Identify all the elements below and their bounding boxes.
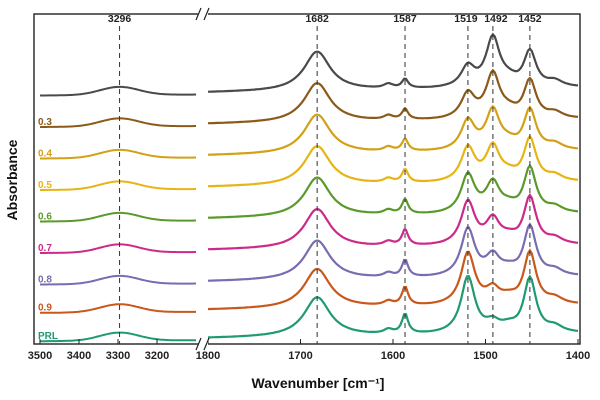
series-line-seg1	[40, 211, 196, 223]
peak-label-1682: 1682	[305, 13, 329, 25]
series-label-0.8: 0.8	[38, 274, 52, 285]
series-line-seg1	[40, 85, 196, 97]
series-label-PRL: PRL	[38, 331, 58, 342]
x-tick-label: 1700	[288, 350, 312, 362]
peak-label-1452: 1452	[518, 13, 542, 25]
x-tick-label: 1800	[196, 350, 220, 362]
series-line-seg2	[208, 193, 579, 251]
x-tick-label: 1600	[381, 350, 405, 362]
series-label-0.4: 0.4	[38, 148, 52, 159]
series-line-seg1	[40, 148, 196, 160]
series-line-seg2	[208, 68, 579, 125]
series-line-seg2	[207, 248, 579, 311]
x-tick-label: 1400	[566, 350, 590, 362]
x-tick-label: 1500	[473, 350, 497, 362]
y-axis-title: Absorbance	[4, 139, 20, 220]
series-line-seg2	[208, 134, 579, 188]
series-line-seg2	[208, 163, 579, 219]
x-axis-title: Wavenumber [cm⁻¹]	[252, 375, 385, 391]
x-tick-label: 3300	[106, 350, 130, 362]
series-label-0.7: 0.7	[38, 243, 52, 254]
series-line-seg1	[40, 180, 196, 191]
peak-lines: 3296 1682 1587 1519 1492 1452	[108, 13, 542, 344]
x-ticks: 3500 3400 3300 3200 1800 1700 1600 1500 1400	[28, 339, 590, 362]
series-line-seg2	[208, 32, 579, 93]
series-line-seg1	[40, 274, 196, 286]
x-tick-label: 3200	[145, 350, 169, 362]
series-line-seg1	[40, 117, 196, 128]
x-tick-label: 3500	[28, 350, 52, 362]
plot-frame	[33, 13, 581, 345]
axis-break-bottom	[195, 337, 210, 351]
series-line-seg2	[208, 222, 579, 282]
series-line-seg1	[40, 243, 196, 254]
series-line-seg1	[40, 331, 196, 343]
peak-label-3296: 3296	[108, 13, 132, 25]
axis-break-top	[195, 7, 210, 21]
series-line-seg2	[208, 104, 579, 156]
series-line-seg1	[40, 303, 196, 314]
peak-label-1492: 1492	[484, 13, 508, 25]
peak-label-1587: 1587	[393, 13, 417, 25]
peak-label-1519: 1519	[454, 13, 478, 25]
series-layer: 0.3 0.4 0.5 0.6 0.7 0.8 0.9 PRL	[38, 32, 579, 343]
x-tick-label: 3400	[67, 350, 91, 362]
series-label-0.6: 0.6	[38, 211, 52, 222]
series-label-0.5: 0.5	[38, 180, 52, 191]
series-label-0.9: 0.9	[38, 303, 52, 314]
series-label-0.3: 0.3	[38, 117, 52, 128]
series-line-seg2	[208, 274, 579, 339]
